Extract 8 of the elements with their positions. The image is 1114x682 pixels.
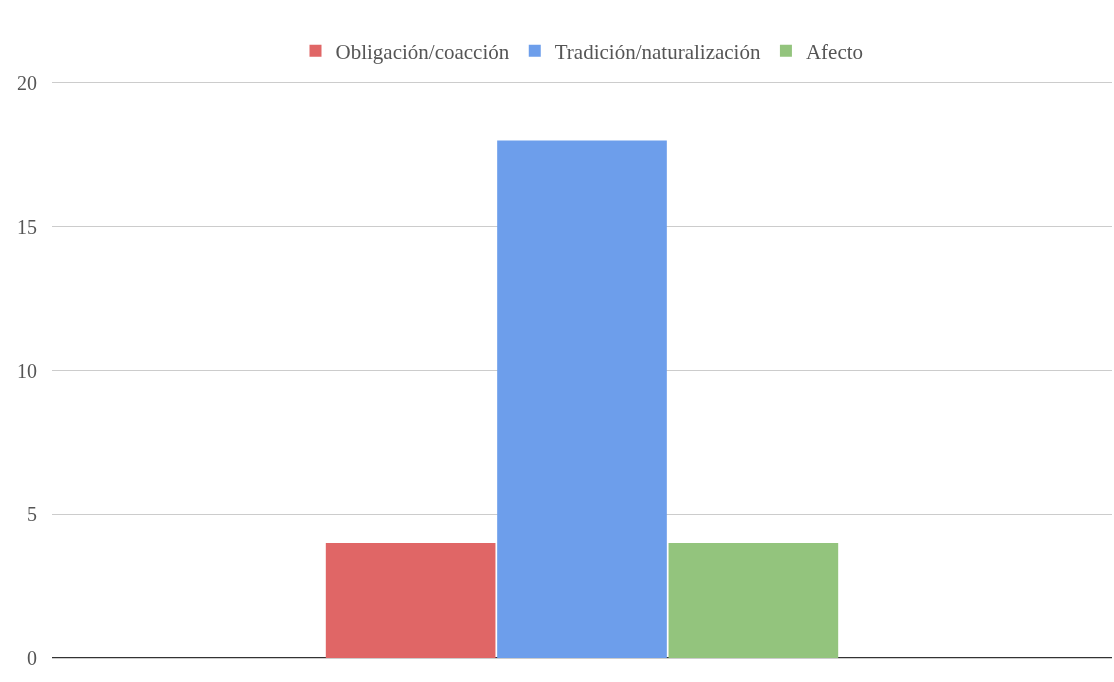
y-tick-label: 15: [17, 215, 37, 238]
legend-label: Afecto: [805, 39, 864, 64]
legend-label: Tradición/naturalización: [554, 39, 761, 64]
legend-label: Obligación/coacción: [335, 39, 510, 64]
y-tick-label: 0: [27, 647, 37, 669]
y-tick-label: 20: [17, 72, 37, 94]
y-tick-label: 10: [17, 359, 37, 382]
y-tick-label: 5: [27, 503, 37, 526]
